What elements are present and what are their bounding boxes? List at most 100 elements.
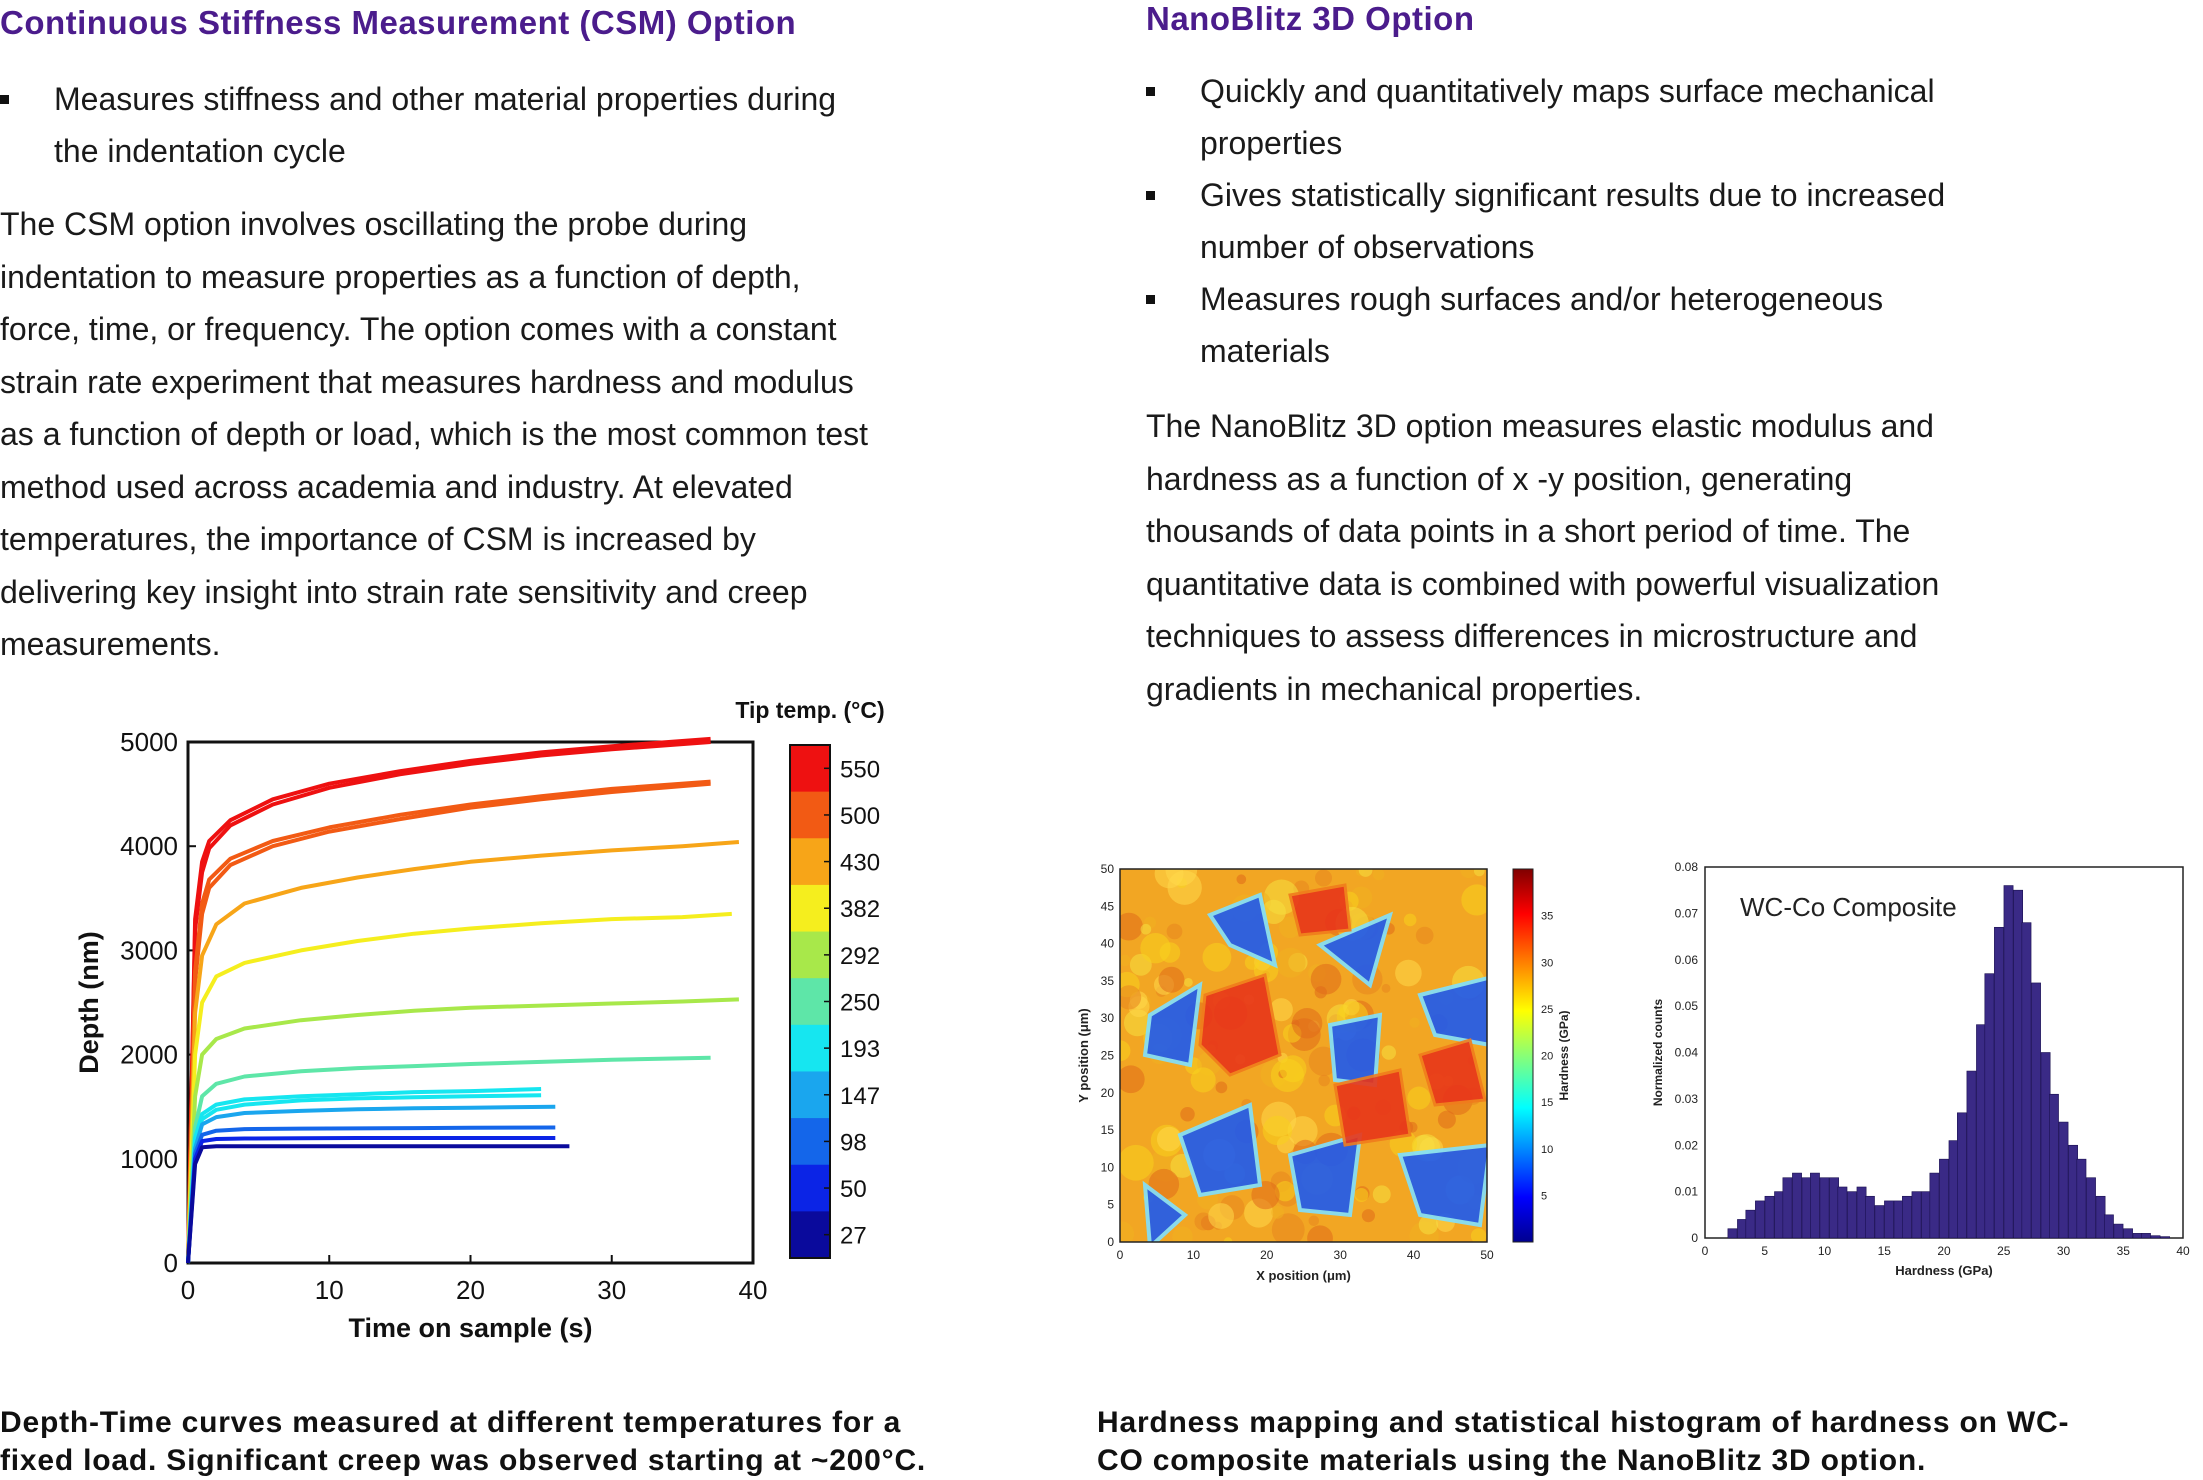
x-axis-title: X position (μm) (1256, 1268, 1351, 1283)
histogram-bar (1976, 1024, 1986, 1239)
colorbar-tick-label: 5 (1541, 1190, 1547, 1202)
nanoblitz-bullet-item: Gives statistically significant results … (1146, 169, 1996, 273)
histogram-bar (1856, 1186, 1867, 1239)
texture-spot (1120, 1040, 1131, 1062)
colorbar-label: 550 (840, 756, 880, 783)
colorbar (1512, 868, 1534, 1243)
colorbar-label: 147 (840, 1083, 880, 1110)
histogram-bar (1782, 1177, 1793, 1239)
csm-bullet-list: Measures stiffness and other material pr… (0, 73, 880, 177)
colorbar-swatch (790, 791, 830, 839)
texture-spot (1361, 1209, 1376, 1223)
hardness-histogram-chart: 0 5 10 15 20 25 30 35 40 0 0.01 0.02 0.03 0.04 0.05 0.0… (1651, 860, 2190, 1278)
histogram-bar (1994, 926, 2004, 1239)
binder-phase-region (1397, 1143, 1487, 1228)
histogram-bar (1984, 973, 1995, 1239)
colorbar-label: 27 (840, 1223, 867, 1250)
series-line-292 (186, 997, 739, 1264)
histogram-bar (1810, 1172, 1820, 1239)
histogram-bar (1847, 1191, 1857, 1239)
hardness-map-texture (1120, 869, 1487, 1242)
histogram-bar (2086, 1177, 2096, 1239)
nanoblitz-heading: NanoBlitz 3D Option (1146, 0, 1475, 37)
y-axis-title: Y position (μm) (1076, 1008, 1091, 1102)
texture-spot (1166, 923, 1183, 940)
texture-spot (1358, 869, 1373, 877)
histogram-bar (2113, 1223, 2124, 1239)
y-axis-title: Depth (nm) (74, 931, 104, 1073)
x-tick-label: 0 (1702, 1244, 1709, 1258)
binder-phase-region (1287, 1132, 1363, 1218)
colorbar-label: 98 (840, 1129, 867, 1156)
y-tick-label: 30 (1101, 1011, 1115, 1025)
texture-spot (1271, 1213, 1305, 1242)
hard-grain-region (1288, 883, 1352, 937)
histogram-bar (1884, 1200, 1894, 1239)
colorbar-label: 50 (840, 1176, 867, 1203)
colorbar-swatch (790, 1118, 830, 1166)
map-frame (1119, 868, 1488, 1243)
texture-spot (1236, 874, 1247, 885)
colorbar-swatch (790, 978, 830, 1026)
y-tick-label: 0.02 (1675, 1138, 1699, 1152)
histogram-bar (1737, 1219, 1747, 1239)
texture-spot (1395, 959, 1422, 987)
texture-spot (1318, 1074, 1330, 1087)
texture-spot (1208, 1203, 1235, 1229)
texture-spot (1120, 1144, 1154, 1181)
y-tick-label: 5 (1107, 1198, 1114, 1212)
colorbar-swatch (790, 1164, 830, 1212)
x-tick-label: 10 (1818, 1244, 1832, 1258)
x-axis-title: Hardness (GPa) (1895, 1263, 1993, 1278)
depth-time-chart: 0 10 20 30 40 0 1000 2000 3000 4000 5000 Time on sa… (74, 697, 885, 1343)
texture-spot (1372, 1185, 1391, 1204)
histogram-bar (2049, 1093, 2059, 1239)
colorbar-title: Tip temp. (°C) (735, 697, 884, 723)
x-tick-label: 50 (1480, 1248, 1494, 1262)
x-tick-label: 0 (181, 1275, 195, 1305)
texture-spot (1308, 1215, 1320, 1227)
histogram-bar (1939, 1158, 1949, 1239)
y-tick-label: 0.03 (1675, 1092, 1699, 1106)
x-tick-label: 30 (2057, 1244, 2071, 1258)
histogram-bar (2141, 1233, 2151, 1239)
histogram-bar (1727, 1228, 1738, 1239)
colorbar-label: 250 (840, 990, 880, 1017)
histogram-bar (1755, 1200, 1765, 1239)
y-tick-label: 0.05 (1675, 999, 1699, 1013)
histogram-bar (2123, 1228, 2133, 1239)
histogram-bar (1829, 1177, 1839, 1239)
texture-spot (1183, 977, 1193, 987)
colorbar-label: 382 (840, 896, 880, 923)
y-tick-label: 0.06 (1675, 953, 1699, 967)
y-tick-label: 0.07 (1675, 906, 1699, 920)
binder-phase-region (1177, 1102, 1263, 1198)
x-tick-label: 10 (315, 1275, 344, 1305)
texture-spot (1415, 926, 1434, 945)
x-tick-label: 20 (1260, 1248, 1274, 1262)
series-line-550 (186, 740, 711, 1264)
texture-spot (1140, 932, 1171, 964)
texture-spot (1154, 869, 1184, 889)
texture-spot (1418, 1215, 1439, 1235)
texture-spot (1461, 884, 1487, 916)
y-tick-label: 50 (1101, 862, 1115, 876)
series-line-27 (186, 1144, 570, 1264)
texture-spot (1251, 1180, 1280, 1210)
csm-figure-caption: Depth-Time curves measured at different … (0, 1406, 927, 1477)
histogram-bar (1801, 1177, 1812, 1239)
histogram-bar (2104, 1214, 2114, 1239)
texture-spot (1140, 923, 1152, 935)
histogram-bar (1966, 1070, 1977, 1239)
texture-spot (1279, 916, 1301, 939)
y-tick-label: 15 (1101, 1123, 1115, 1137)
colorbar-tick-label: 30 (1541, 957, 1553, 969)
colorbar-swatch (790, 1071, 830, 1119)
texture-spot (1381, 1045, 1397, 1060)
hard-grain-region (1333, 1068, 1412, 1147)
texture-spot (1172, 1226, 1193, 1242)
texture-spot (1120, 954, 1131, 967)
texture-spot (1271, 1206, 1284, 1219)
series-line-382 (186, 911, 732, 1264)
colorbar-label: 292 (840, 943, 880, 970)
